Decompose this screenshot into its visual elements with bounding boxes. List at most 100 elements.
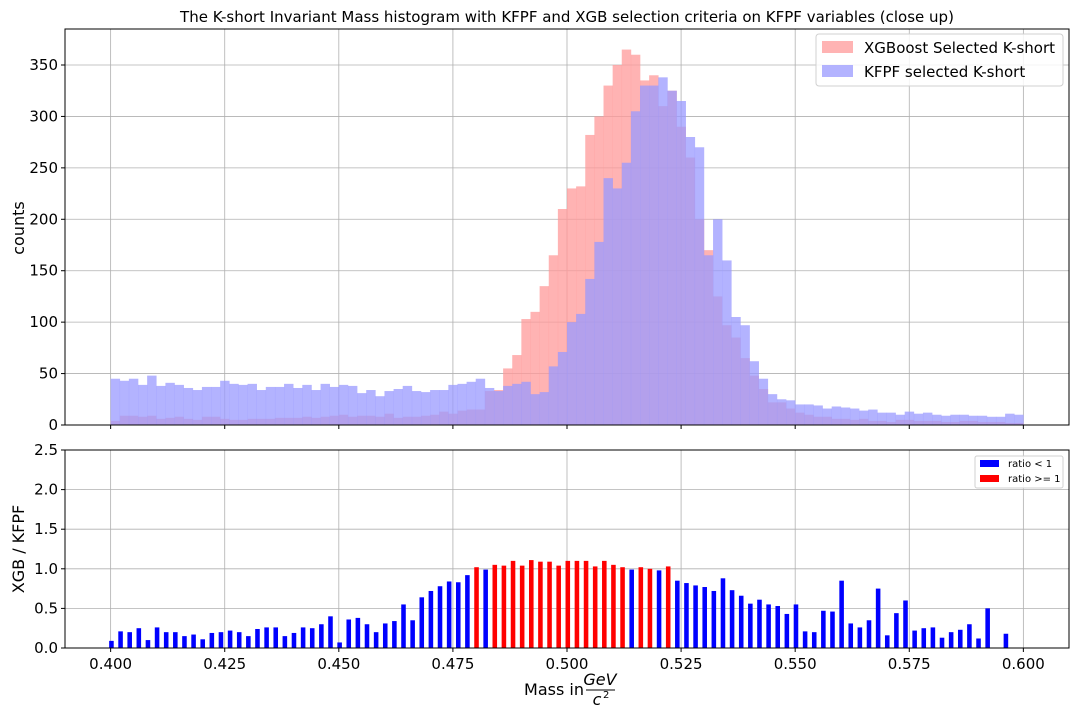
kfpf-bar [576, 313, 586, 425]
kfpf-bar [749, 361, 759, 425]
ratio-bar-above [547, 561, 552, 648]
kfpf-bar [822, 408, 832, 425]
ratio-bar-below [173, 632, 178, 648]
ratio-bar-below [784, 613, 790, 648]
ratio-bar-below [866, 620, 872, 648]
ratio-bar-below [446, 581, 452, 648]
kfpf-bar [813, 405, 823, 425]
ratio-bar-below [702, 587, 707, 648]
x-tick-label: 0.550 [774, 655, 817, 673]
top-y-tick-label: 300 [29, 107, 58, 125]
kfpf-bar [731, 317, 741, 425]
kfpf-bar [302, 384, 312, 425]
ratio-bar-below [355, 617, 361, 648]
kfpf-bar [503, 385, 513, 425]
legend-swatch-xgboost [822, 41, 853, 53]
kfpf-bar [256, 390, 267, 425]
kfpf-bar [685, 137, 696, 425]
top-y-tick-label: 150 [29, 262, 58, 280]
kfpf-bar [722, 260, 732, 425]
kfpf-bar [868, 409, 878, 425]
ratio-bar-above [592, 566, 598, 648]
legend-label-xgboost: XGBoost Selected K-short [864, 39, 1055, 57]
ratio-bar-below [319, 624, 324, 648]
kfpf-bar [493, 391, 504, 425]
legend-label-ratio-below-1: ratio < 1 [1008, 459, 1052, 470]
kfpf-bar [375, 396, 385, 425]
ratio-bar-above [529, 560, 534, 648]
top-y-tick-label: 200 [29, 210, 58, 228]
kfpf-bar [512, 383, 522, 425]
bottom-y-tick-label: 2.0 [34, 481, 58, 499]
kfpf-bar [977, 415, 988, 425]
kfpf-bar [795, 404, 805, 425]
kfpf-bar [767, 394, 778, 425]
ratio-bar-below [1003, 633, 1009, 648]
kfpf-bar [849, 408, 860, 425]
kfpf-bar [594, 241, 604, 425]
kfpf-bar [986, 416, 997, 425]
chart-title: The K-short Invariant Mass histogram wit… [179, 8, 954, 26]
ratio-bar-above [556, 565, 561, 648]
kfpf-bar [402, 385, 413, 425]
ratio-bar-below [985, 608, 990, 648]
top-legend: XGBoost Selected K-short KFPF selected K… [815, 33, 1064, 87]
ratio-bars [109, 560, 1009, 648]
ratio-bar-below [957, 629, 963, 648]
ratio-bar-above [611, 564, 616, 648]
ratio-bar-below [675, 580, 680, 648]
kfpf-bar [913, 413, 924, 425]
kfpf-bar [676, 101, 686, 425]
kfpf-bar [1005, 413, 1015, 425]
ratio-bar-below [693, 585, 698, 648]
ratio-bar-above [583, 560, 589, 648]
kfpf-bar [384, 391, 394, 425]
kfpf-bar [703, 255, 714, 425]
ratio-bar-below [382, 623, 388, 648]
ratio-bar-below [401, 604, 406, 648]
ratio-bar-above [565, 560, 571, 648]
ratio-bar-below [939, 637, 945, 648]
ratio-bar-above [519, 565, 525, 648]
ratio-bar-below [711, 590, 717, 648]
kfpf-bar [457, 383, 467, 425]
ratio-bar-above [510, 560, 516, 648]
legend-swatch-ratio-below-1 [980, 460, 999, 467]
kfpf-bar [694, 147, 705, 426]
ratio-bar-below [903, 600, 908, 648]
ratio-bar-below [337, 642, 342, 648]
kfpf-bar [192, 390, 203, 425]
xgboost-bar [539, 286, 550, 425]
kfpf-bar [776, 399, 787, 425]
ratio-bar-below [255, 628, 260, 648]
kfpf-bar [311, 390, 321, 425]
ratio-bar-below [857, 627, 863, 648]
ratio-bar-below [821, 610, 826, 648]
ratio-bar-below [455, 582, 461, 648]
ratio-bar-below [793, 604, 799, 648]
ratio-bar-below [848, 623, 854, 648]
ratio-bar-below [309, 628, 315, 648]
kfpf-bar [220, 380, 230, 425]
ratio-bar-below [912, 630, 917, 648]
kfpf-bar [338, 384, 349, 425]
ratio-bar-below [775, 606, 781, 648]
kfpf-bar [667, 90, 677, 425]
ratio-bar-below [967, 624, 972, 648]
kfpf-bar [347, 385, 358, 425]
ratio-bar-below [127, 632, 132, 648]
kfpf-bar [411, 391, 422, 425]
kfpf-bar [786, 400, 796, 425]
xgboost-bar [576, 186, 586, 425]
ratio-bar-below [209, 632, 215, 648]
kfpf-bar [968, 415, 979, 425]
kfpf-bar [247, 383, 257, 425]
ratio-bar-below [839, 580, 844, 648]
x-tick-label: 0.475 [431, 655, 474, 673]
ratio-bar-below [328, 616, 333, 648]
ratio-bar-below [629, 569, 634, 648]
xgboost-bar [567, 188, 577, 425]
x-axis-label: Mass in GeV c 2 [524, 670, 618, 709]
ratio-bar-below [884, 635, 890, 648]
